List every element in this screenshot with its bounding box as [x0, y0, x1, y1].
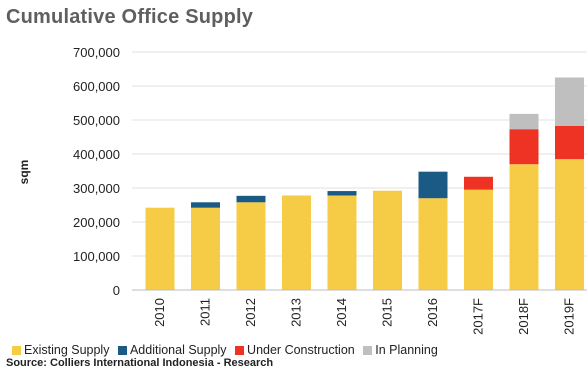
x-tick-label: 2010	[152, 298, 167, 327]
legend-swatch-existing-supply	[12, 345, 21, 355]
legend-item-under-construction: Under Construction	[235, 343, 355, 357]
legend: Existing Supply Additional Supply Under …	[12, 343, 587, 358]
bar-under-construction-2018f	[509, 129, 539, 165]
bar-existing-supply-2016	[418, 198, 448, 290]
x-axis-ticks: 2010 2011 2012 2013 2014 2015 2016 2017F 2018F 20…	[152, 298, 577, 335]
legend-swatch-under-construction	[235, 345, 245, 355]
y-tick-label: 300,000	[73, 181, 120, 196]
legend-swatch-additional-supply	[117, 345, 127, 355]
y-tick-label: 200,000	[73, 215, 120, 230]
x-tick-label: 2016	[425, 298, 440, 327]
bar-under-construction-2019f	[555, 125, 584, 160]
bar-existing-supply-2013	[282, 195, 311, 290]
y-tick-label: 400,000	[73, 147, 120, 162]
legend-item-additional-supply: Additional Supply	[117, 343, 227, 357]
bar-additional-supply-2011	[191, 202, 220, 208]
y-axis-ticks: 0 100,000 200,000 300,000 400,000 500,000 600,…	[73, 45, 120, 298]
legend-item-in-planning: In Planning	[363, 343, 438, 357]
y-tick-label: 100,000	[73, 249, 120, 264]
bar-existing-supply-2018f	[509, 164, 539, 290]
legend-swatch-in-planning	[363, 345, 373, 355]
legend-label-under-construction: Under Construction	[247, 343, 355, 357]
x-tick-label: 2019F	[562, 298, 577, 335]
y-tick-label: 500,000	[73, 113, 120, 128]
x-tick-label: 2013	[289, 298, 304, 327]
bar-additional-supply-2012	[236, 195, 266, 203]
x-tick-label: 2014	[334, 298, 349, 327]
x-tick-label: 2017F	[471, 298, 486, 335]
bar-existing-supply-2011	[191, 207, 220, 290]
x-tick-label: 2012	[243, 298, 258, 327]
legend-label-existing-supply: Existing Supply	[24, 343, 110, 357]
y-axis-label: sqm	[17, 160, 31, 185]
bar-existing-supply-2014	[327, 195, 357, 290]
bar-existing-supply-2010	[145, 207, 175, 290]
x-tick-label: 2015	[380, 298, 395, 327]
legend-label-in-planning: In Planning	[375, 343, 438, 357]
y-tick-label: 600,000	[73, 79, 120, 94]
bar-existing-supply-2012	[236, 202, 266, 290]
bar-in-planning-2019f	[555, 77, 584, 126]
y-tick-label: 0	[113, 283, 120, 298]
bar-existing-supply-2017f	[464, 189, 493, 290]
legend-item-existing-supply: Existing Supply	[12, 343, 109, 357]
bar-in-planning-2018f	[509, 113, 539, 130]
bar-additional-supply-2014	[327, 191, 357, 196]
y-tick-label: 700,000	[73, 45, 120, 60]
bar-under-construction-2017f	[464, 176, 493, 190]
x-tick-label: 2018F	[516, 298, 531, 335]
source-note: Source: Colliers International Indonesia…	[6, 357, 274, 369]
bars	[145, 77, 584, 290]
chart-title: Cumulative Office Supply	[6, 6, 254, 28]
legend-label-additional-supply: Additional Supply	[129, 343, 227, 357]
bar-additional-supply-2016	[418, 171, 448, 199]
bar-existing-supply-2015	[373, 190, 402, 290]
bar-existing-supply-2019f	[555, 159, 584, 290]
x-tick-label: 2011	[198, 298, 213, 326]
